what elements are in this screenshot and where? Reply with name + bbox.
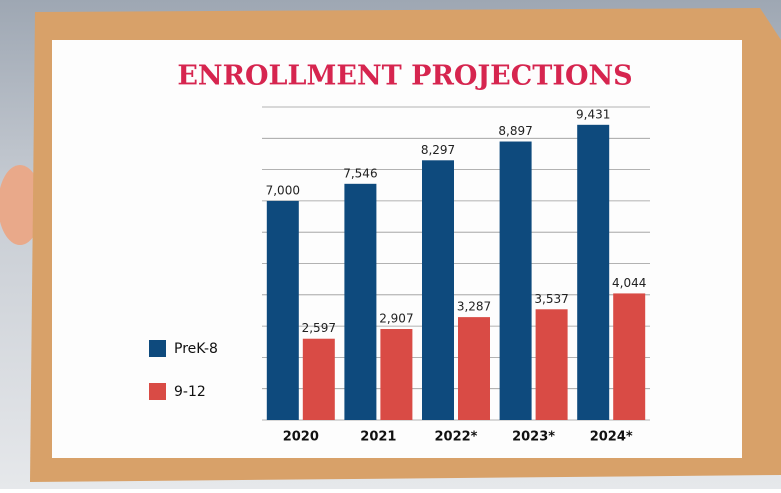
x-tick-label: 2021 bbox=[360, 430, 396, 445]
scene: ENROLLMENT PROJECTIONS 2020 7,000 2,597 202… bbox=[0, 0, 781, 489]
x-tick-label: 2024* bbox=[590, 430, 633, 445]
bar bbox=[613, 293, 645, 420]
legend-label: PreK-8 bbox=[174, 341, 218, 357]
x-tick-label: 2020 bbox=[283, 430, 319, 445]
value-label: 2,907 bbox=[379, 312, 413, 326]
chart: ENROLLMENT PROJECTIONS 2020 7,000 2,597 202… bbox=[0, 0, 781, 489]
bar bbox=[267, 201, 299, 420]
bar bbox=[422, 160, 454, 420]
bar bbox=[577, 125, 609, 420]
x-tick-label: 2022* bbox=[435, 430, 478, 445]
value-label: 8,897 bbox=[498, 124, 532, 138]
legend-swatch bbox=[149, 340, 166, 357]
value-label: 9,431 bbox=[576, 107, 610, 121]
value-label: 2,597 bbox=[302, 321, 336, 335]
legend-label: 9-12 bbox=[174, 384, 206, 400]
bar bbox=[536, 309, 568, 420]
bar bbox=[380, 329, 412, 420]
value-label: 7,546 bbox=[343, 166, 377, 180]
chart-title: ENROLLMENT PROJECTIONS bbox=[177, 61, 632, 92]
value-label: 4,044 bbox=[612, 276, 646, 290]
bar bbox=[303, 339, 335, 420]
x-tick-label: 2023* bbox=[512, 430, 555, 445]
bar bbox=[344, 184, 376, 420]
value-label: 7,000 bbox=[266, 183, 300, 197]
value-label: 8,297 bbox=[421, 143, 455, 157]
bar bbox=[500, 142, 532, 420]
legend-swatch bbox=[149, 383, 166, 400]
value-label: 3,287 bbox=[457, 300, 491, 314]
bar bbox=[458, 317, 490, 420]
value-label: 3,537 bbox=[534, 292, 568, 306]
